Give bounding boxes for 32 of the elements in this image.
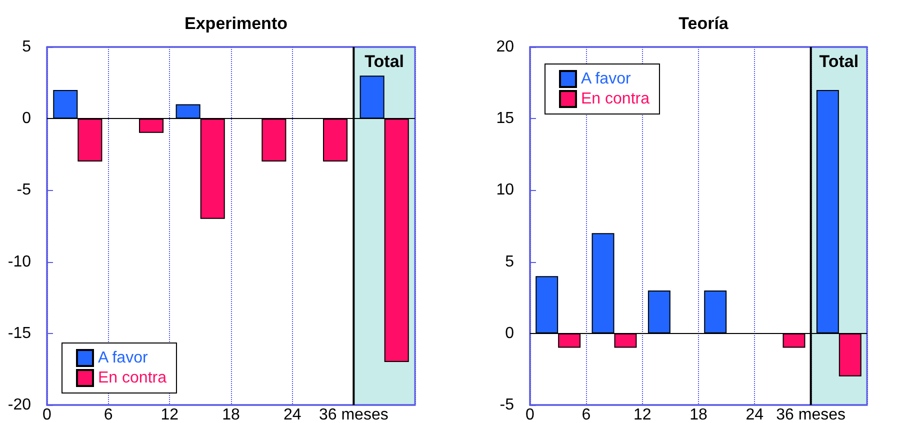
text: 0 <box>526 406 535 423</box>
text: 36 meses <box>318 406 388 423</box>
legend-label: A favor <box>98 350 148 366</box>
y-tick-label: -15 <box>8 324 32 342</box>
y-tick-label: 5 <box>505 253 514 270</box>
y-tick-label: 5 <box>22 38 32 56</box>
text: 18 <box>222 406 240 423</box>
legend-label: A favor <box>581 70 632 88</box>
text: 6 <box>582 406 591 423</box>
legend-label: En contra <box>98 370 167 386</box>
text: 12 <box>633 406 652 423</box>
chart-title: Experimento <box>184 14 288 33</box>
y-tick-label: 10 <box>496 182 514 199</box>
text: 0 <box>42 406 52 423</box>
x-tick-label: Total <box>364 52 404 71</box>
y-tick-label: -10 <box>8 253 32 270</box>
y-tick-label: -20 <box>8 396 32 414</box>
x-tick-label: Total <box>819 52 859 71</box>
text: 6 <box>104 406 113 423</box>
y-tick-label: -5 <box>16 182 32 199</box>
legend-label: En contra <box>581 90 650 108</box>
y-tick-label: 15 <box>496 110 514 128</box>
text: 12 <box>160 406 179 423</box>
text: 36 meses <box>776 406 846 423</box>
text: 18 <box>690 406 708 423</box>
text: 24 <box>283 406 302 423</box>
text: 24 <box>746 406 764 423</box>
chart-title: Teoría <box>678 14 729 33</box>
y-tick-label: -5 <box>500 396 514 414</box>
y-tick-label: 0 <box>505 324 514 342</box>
y-tick-label: 0 <box>22 110 32 128</box>
y-tick-label: 20 <box>496 38 514 56</box>
